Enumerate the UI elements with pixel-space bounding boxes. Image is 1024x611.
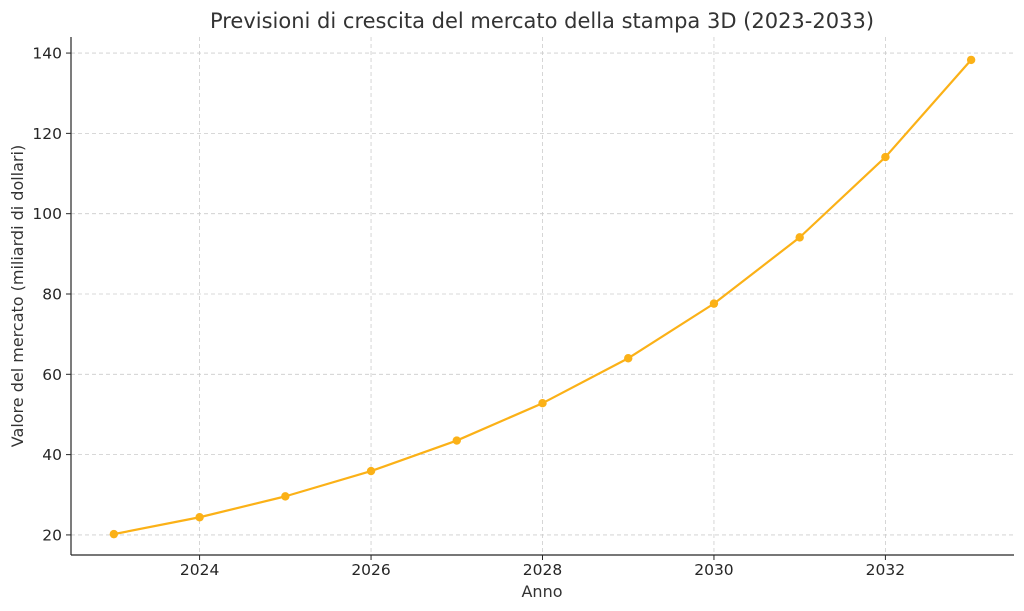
- y-ticks: 20 40 60 80 100 120 140: [32, 45, 71, 544]
- x-tick-label: 2024: [180, 561, 219, 579]
- data-point: [966, 55, 976, 65]
- data-point: [795, 233, 804, 242]
- y-axis-label: Valore del mercato (miliardi di dollari): [8, 145, 27, 447]
- data-point: [881, 152, 890, 162]
- grid: [71, 37, 1014, 555]
- y-tick-label: 140: [32, 45, 62, 63]
- data-point: [109, 529, 119, 539]
- series: [109, 55, 976, 539]
- data-point: [366, 466, 376, 476]
- y-tick-label: 80: [42, 285, 62, 303]
- data-point: [281, 492, 290, 501]
- x-tick-label: 2026: [351, 561, 390, 579]
- y-tick-label: 20: [42, 526, 62, 544]
- x-axis-label: Anno: [521, 582, 562, 601]
- data-point: [195, 513, 204, 522]
- data-point: [624, 354, 633, 363]
- data-point: [538, 399, 547, 408]
- x-ticks: 2024 2026 2028 2030 2032: [180, 555, 905, 579]
- y-tick-label: 120: [32, 125, 62, 143]
- data-point: [709, 299, 719, 308]
- x-tick-label: 2032: [866, 561, 905, 579]
- data-point: [452, 436, 461, 445]
- x-tick-label: 2030: [694, 561, 733, 579]
- x-tick-label: 2028: [523, 561, 562, 579]
- y-tick-label: 100: [32, 205, 62, 223]
- chart-title: Previsioni di crescita del mercato della…: [210, 9, 874, 33]
- y-tick-label: 60: [42, 366, 62, 384]
- y-tick-label: 40: [42, 446, 62, 464]
